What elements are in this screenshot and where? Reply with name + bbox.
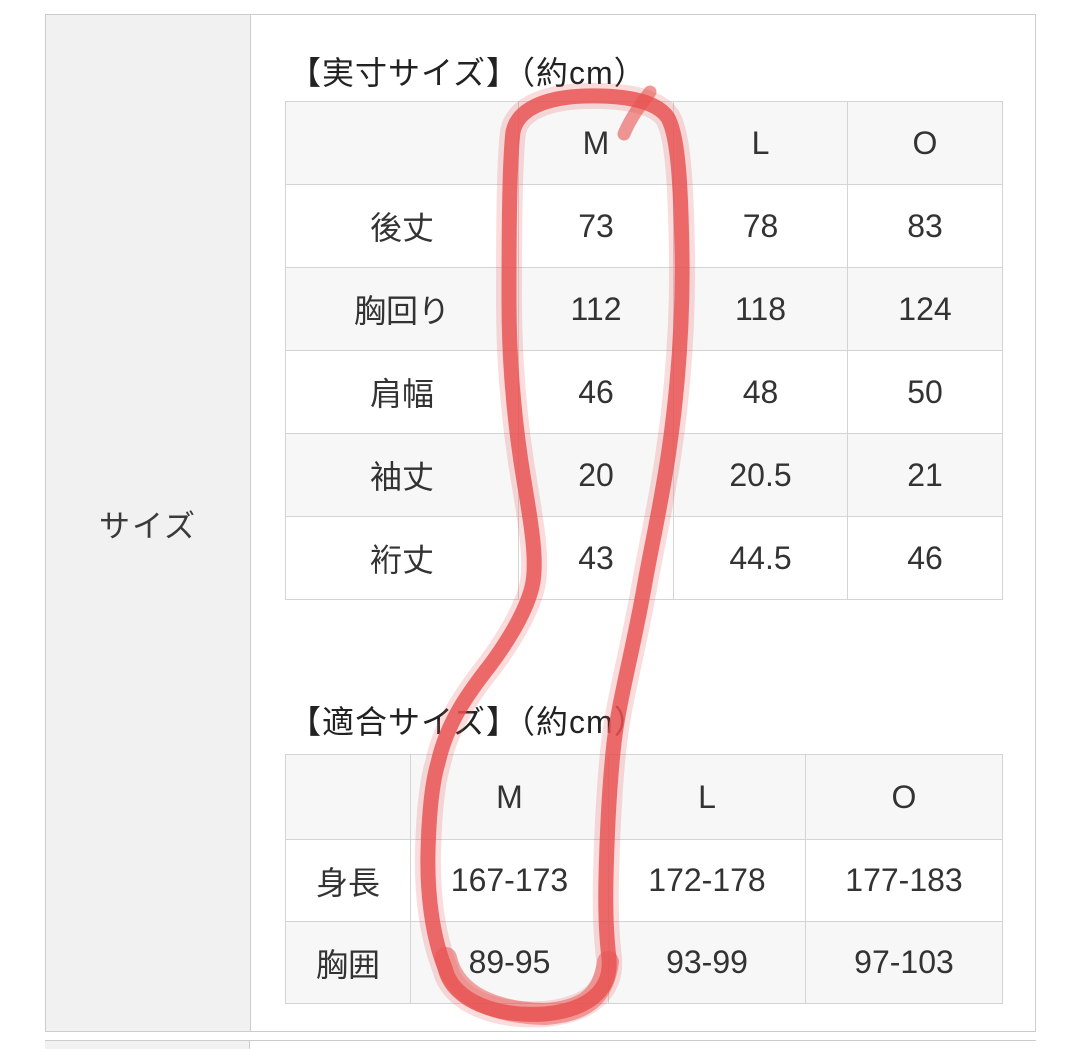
column-header-M: M: [410, 754, 609, 840]
table-row: 身長 167-173 172-178 177-183: [285, 839, 1003, 922]
size-value-cell: 118: [673, 267, 848, 351]
spec-table-row-size: サイズ 【実寸サイズ】（約cm） M L O 後丈 73 78 83 胸回り 112 118 124…: [45, 14, 1036, 1032]
size-value-cell: 48: [673, 350, 848, 434]
size-value-cell: 46: [847, 516, 1003, 600]
size-value-cell: 177-183: [805, 839, 1003, 922]
size-value-cell: 46: [518, 350, 674, 434]
table-row: 胸回り 112 118 124: [285, 267, 1003, 351]
row-label: 身長: [285, 839, 411, 922]
row-label: 袖丈: [285, 433, 519, 517]
size-value-cell: 172-178: [608, 839, 806, 922]
column-header-L: L: [608, 754, 806, 840]
table-row: 後丈 73 78 83: [285, 184, 1003, 268]
spec-row-header: サイズ: [46, 15, 251, 1031]
size-value-cell: 20: [518, 433, 674, 517]
next-spec-row-partial: [45, 1040, 1036, 1049]
next-spec-row-header-partial: [45, 1041, 250, 1049]
fit-size-table-title: 【適合サイズ】（約cm）: [289, 704, 647, 740]
size-value-cell: 93-99: [608, 921, 806, 1004]
column-header-M: M: [518, 101, 674, 185]
row-label: 後丈: [285, 184, 519, 268]
column-header-O: O: [847, 101, 1003, 185]
size-value-cell: 89-95: [410, 921, 609, 1004]
size-value-cell: 21: [847, 433, 1003, 517]
actual-size-table-title: 【実寸サイズ】（約cm）: [289, 55, 647, 91]
size-value-cell: 78: [673, 184, 848, 268]
size-value-cell: 83: [847, 184, 1003, 268]
spec-row-content: 【実寸サイズ】（約cm） M L O 後丈 73 78 83 胸回り 112 118 124 肩幅 46…: [251, 15, 1035, 1031]
size-value-cell: 124: [847, 267, 1003, 351]
row-label: 胸囲: [285, 921, 411, 1004]
row-label: 肩幅: [285, 350, 519, 434]
actual-size-table: M L O 後丈 73 78 83 胸回り 112 118 124 肩幅 46 48 50 袖丈 20 20.5 2…: [285, 101, 1003, 600]
table-row: 袖丈 20 20.5 21: [285, 433, 1003, 517]
size-value-cell: 20.5: [673, 433, 848, 517]
size-value-cell: 112: [518, 267, 674, 351]
table-row: 裄丈 43 44.5 46: [285, 516, 1003, 600]
size-value-cell: 73: [518, 184, 674, 268]
corner-cell: [285, 101, 519, 185]
column-header-L: L: [673, 101, 848, 185]
fit-size-table: M L O 身長 167-173 172-178 177-183 胸囲 89-95 93-99 97…: [285, 754, 1003, 1004]
row-label: 裄丈: [285, 516, 519, 600]
size-value-cell: 43: [518, 516, 674, 600]
row-label: 胸回り: [285, 267, 519, 351]
column-header-O: O: [805, 754, 1003, 840]
size-value-cell: 167-173: [410, 839, 609, 922]
table-row: 肩幅 46 48 50: [285, 350, 1003, 434]
size-value-cell: 50: [847, 350, 1003, 434]
size-value-cell: 44.5: [673, 516, 848, 600]
table-row: 胸囲 89-95 93-99 97-103: [285, 921, 1003, 1004]
corner-cell: [285, 754, 411, 840]
size-row-label: サイズ: [98, 508, 198, 544]
size-value-cell: 97-103: [805, 921, 1003, 1004]
